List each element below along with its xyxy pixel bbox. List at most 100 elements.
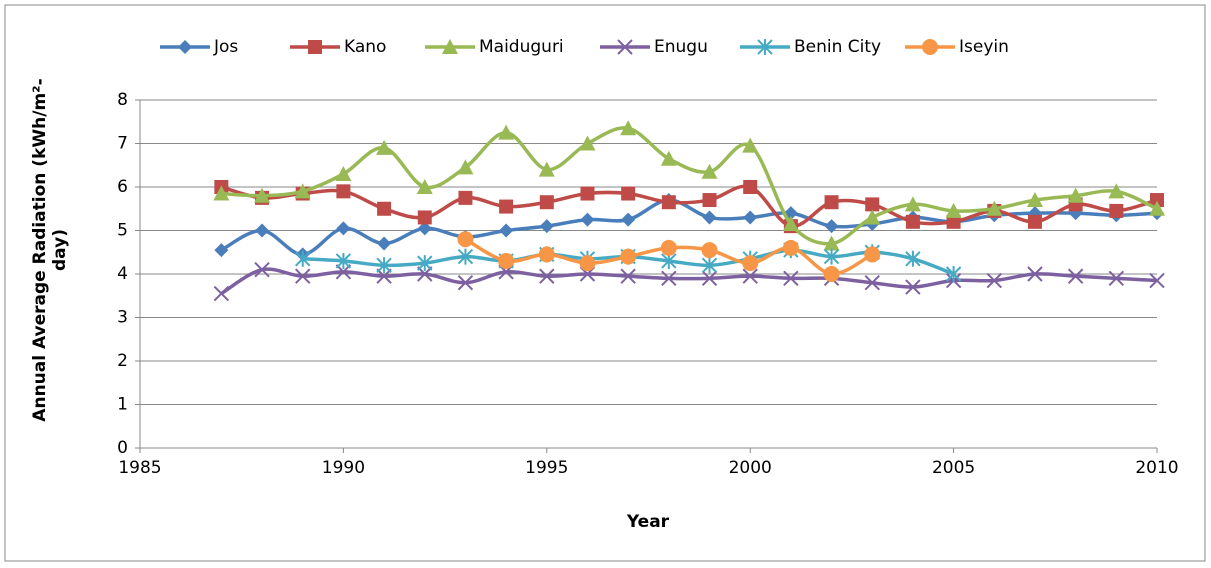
marker xyxy=(377,201,392,216)
marker xyxy=(823,266,840,282)
marker xyxy=(1027,214,1042,229)
legend-marker xyxy=(757,39,773,55)
marker xyxy=(335,264,352,280)
series-line xyxy=(220,267,1158,296)
marker xyxy=(336,221,351,236)
y-tick-label: 6 xyxy=(117,177,128,197)
y-tick-label: 4 xyxy=(117,264,128,284)
marker xyxy=(864,209,881,225)
marker xyxy=(580,212,595,227)
marker xyxy=(702,193,717,208)
marker xyxy=(660,150,677,166)
marker xyxy=(538,246,555,263)
marker xyxy=(661,195,676,210)
marker xyxy=(579,135,596,151)
marker xyxy=(905,250,921,267)
marker xyxy=(701,257,718,274)
marker xyxy=(1109,203,1124,218)
legend-marker xyxy=(617,39,633,55)
marker xyxy=(498,252,515,269)
marker xyxy=(782,239,799,256)
marker xyxy=(823,235,840,251)
marker xyxy=(417,266,433,282)
marker xyxy=(336,184,351,199)
marker xyxy=(743,180,758,194)
marker xyxy=(295,250,311,267)
marker xyxy=(457,248,474,265)
y-tick-label: 5 xyxy=(117,221,128,241)
marker xyxy=(538,161,555,177)
marker xyxy=(620,120,637,136)
marker xyxy=(457,231,474,248)
marker xyxy=(946,214,961,229)
y-tick-label: 1 xyxy=(117,395,128,415)
marker xyxy=(539,268,555,284)
marker xyxy=(214,243,229,258)
marker xyxy=(1150,193,1164,208)
marker xyxy=(865,197,880,212)
marker xyxy=(864,246,881,263)
marker xyxy=(823,248,840,265)
marker xyxy=(1067,187,1084,203)
chart-border xyxy=(4,4,1206,562)
marker xyxy=(782,215,799,231)
y-tick-label: 3 xyxy=(117,308,128,328)
legend-label: Jos xyxy=(213,37,238,57)
marker xyxy=(986,272,1002,289)
marker xyxy=(701,270,718,287)
marker xyxy=(499,199,514,214)
marker xyxy=(905,279,921,295)
y-axis-label: Annual Average Radiation (kWh/m²-day) xyxy=(30,78,70,422)
marker xyxy=(416,179,433,194)
marker xyxy=(213,285,230,302)
marker xyxy=(742,137,759,153)
marker xyxy=(1108,270,1125,287)
marker xyxy=(701,163,718,179)
marker xyxy=(986,200,1003,216)
marker xyxy=(702,210,717,225)
marker xyxy=(377,236,392,251)
marker xyxy=(1026,192,1043,208)
marker xyxy=(498,124,515,140)
marker xyxy=(701,242,718,259)
marker xyxy=(945,202,962,218)
marker xyxy=(743,210,758,225)
marker xyxy=(335,252,352,269)
marker xyxy=(660,239,677,256)
marker xyxy=(621,212,636,227)
marker xyxy=(1108,183,1125,199)
marker xyxy=(457,159,474,175)
marker xyxy=(417,221,432,236)
legend-marker xyxy=(308,40,322,54)
x-tick-label: 1995 xyxy=(525,458,568,478)
marker xyxy=(580,186,595,201)
marker xyxy=(539,195,554,210)
legend-label: Maiduguri xyxy=(479,37,564,57)
marker xyxy=(499,223,514,238)
marker xyxy=(864,274,880,291)
legend-marker xyxy=(442,39,458,54)
marker xyxy=(254,261,270,278)
marker xyxy=(1149,200,1165,216)
marker xyxy=(621,186,636,201)
marker xyxy=(945,266,962,282)
x-tick-label: 2005 xyxy=(932,458,975,478)
marker xyxy=(620,248,637,265)
marker xyxy=(1067,268,1084,284)
marker xyxy=(579,255,596,272)
x-tick-label: 2010 xyxy=(1135,458,1178,478)
marker xyxy=(294,183,311,199)
marker xyxy=(661,270,677,287)
legend-label: Kano xyxy=(344,37,386,57)
marker xyxy=(457,274,474,291)
y-tick-label: 7 xyxy=(117,134,128,154)
marker xyxy=(905,214,920,229)
y-tick-label: 0 xyxy=(117,438,128,458)
marker xyxy=(458,190,473,205)
series-line xyxy=(221,126,1158,246)
legend-marker xyxy=(178,40,192,54)
marker xyxy=(1149,272,1165,289)
marker xyxy=(904,196,921,212)
marker xyxy=(254,187,271,203)
